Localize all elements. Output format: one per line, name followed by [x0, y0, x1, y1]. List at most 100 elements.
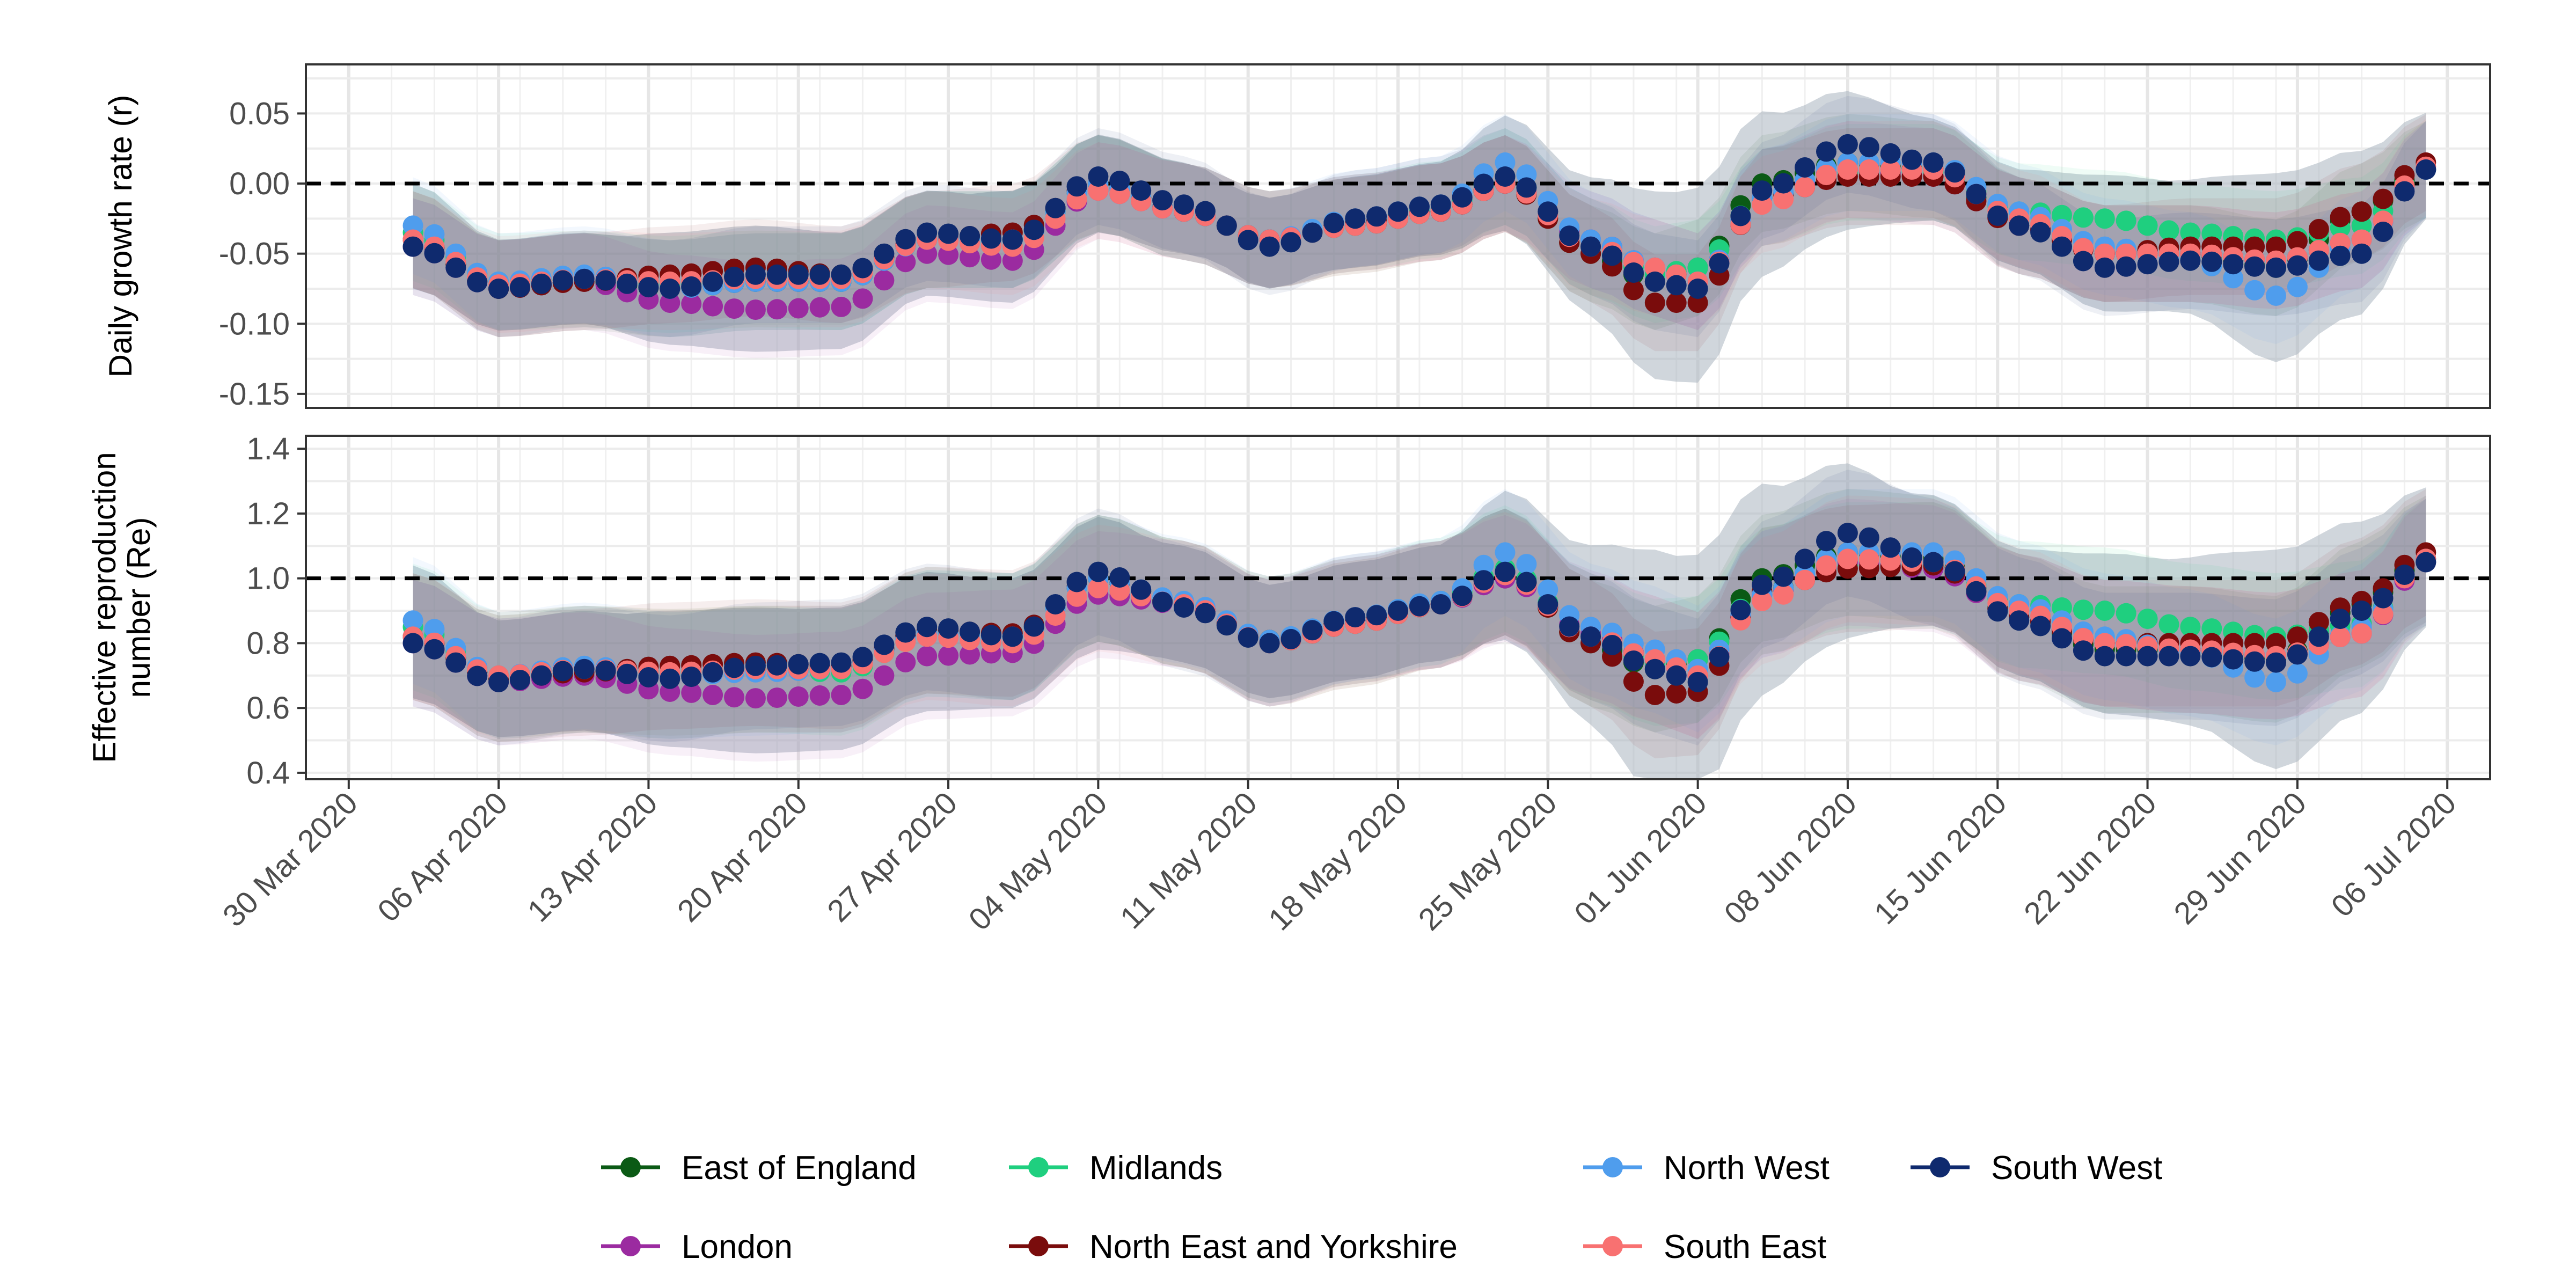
data-point: [1002, 229, 1023, 250]
data-point: [660, 279, 680, 299]
data-point: [595, 270, 616, 291]
data-point: [531, 273, 552, 294]
data-point: [980, 228, 1001, 249]
data-point: [531, 665, 552, 686]
data-point: [424, 639, 445, 660]
data-point: [552, 661, 573, 682]
data-point: [2308, 250, 2329, 271]
data-point: [402, 215, 423, 236]
legend-label: London: [682, 1228, 793, 1265]
data-point: [960, 644, 980, 665]
data-point: [2244, 651, 2265, 672]
legend-marker: [620, 1157, 641, 1177]
y-tick-label: -0.10: [219, 306, 290, 341]
data-point: [510, 277, 530, 298]
data-point: [2180, 646, 2201, 667]
data-point: [1023, 616, 1044, 637]
legend-marker: [1602, 1236, 1623, 1256]
data-point: [852, 678, 873, 699]
y-tick-label: 0.05: [229, 96, 290, 131]
series-band-north-east-and-yorkshire: [413, 114, 2426, 352]
data-point: [1816, 531, 1836, 552]
data-point: [2373, 222, 2394, 242]
data-point: [1666, 292, 1687, 313]
data-point: [1966, 184, 1987, 204]
series-south-west: [402, 523, 2436, 692]
legend-marker: [1602, 1157, 1623, 1177]
series-band-midlands: [413, 121, 2426, 333]
data-point: [917, 222, 938, 243]
data-point: [1944, 162, 1965, 183]
data-point: [1644, 292, 1665, 313]
data-point: [2158, 614, 2179, 635]
data-point: [1045, 197, 1066, 218]
data-point: [724, 266, 744, 287]
data-point: [1152, 591, 1173, 612]
data-point: [2373, 588, 2394, 609]
data-point: [445, 257, 466, 278]
data-point: [510, 670, 530, 691]
data-point: [2094, 243, 2115, 264]
data-point: [2351, 601, 2372, 621]
data-point: [2287, 255, 2308, 276]
data-point: [1238, 627, 1258, 648]
data-point: [1023, 219, 1044, 240]
data-point: [1837, 159, 1858, 180]
legend-item-midlands: Midlands: [1009, 1150, 1223, 1187]
data-point: [402, 610, 423, 631]
data-point: [895, 652, 916, 672]
data-point: [745, 264, 766, 285]
data-point: [745, 299, 766, 320]
data-point: [1559, 225, 1580, 246]
data-point: [1687, 279, 1708, 299]
data-point: [638, 277, 659, 298]
y-ticks-growth-rate: 0.05 0.00 -0.05 -0.10 -0.15: [219, 96, 306, 412]
data-point: [960, 247, 980, 268]
data-point: [1709, 646, 1730, 667]
y-tick-label: 0.00: [229, 166, 290, 201]
data-point: [1901, 547, 1922, 568]
data-point: [1730, 206, 1751, 226]
data-point: [1088, 166, 1109, 187]
y-tick-label: 1.4: [246, 431, 290, 466]
data-point: [1666, 683, 1687, 704]
data-point: [1495, 166, 1516, 187]
data-point: [1473, 173, 1494, 194]
y-ticks-reproduction-number: 1.4 1.2 1.0 0.8 0.6 0.4: [246, 431, 306, 791]
data-point: [1302, 222, 1323, 243]
data-point: [681, 276, 702, 297]
data-point: [788, 298, 809, 319]
data-point: [895, 229, 916, 250]
data-point: [2266, 286, 2286, 306]
data-point: [1088, 577, 1109, 598]
data-point: [2266, 236, 2286, 257]
data-point: [2073, 640, 2094, 661]
data-point: [1302, 620, 1323, 641]
data-point: [1944, 561, 1965, 582]
data-point: [1452, 187, 1473, 208]
data-point: [960, 226, 980, 246]
data-point: [938, 223, 959, 244]
data-point: [1752, 590, 1773, 611]
data-point: [2351, 215, 2372, 236]
data-point: [2073, 207, 2094, 228]
data-point: [1816, 141, 1836, 162]
series-band-north-east-and-yorkshire: [413, 489, 2426, 759]
series-band-london: [413, 499, 2426, 762]
data-point: [1644, 271, 1665, 292]
data-point: [1366, 605, 1387, 626]
data-point: [938, 244, 959, 265]
data-point: [2244, 256, 2265, 277]
data-point: [638, 667, 659, 687]
data-point: [617, 663, 638, 684]
legend-label: North East and Yorkshire: [1089, 1228, 1458, 1265]
data-point: [2330, 609, 2351, 630]
data-point: [1623, 280, 1644, 301]
data-point: [1795, 548, 1816, 569]
data-point: [2394, 181, 2415, 202]
y-tick-label: 0.4: [246, 756, 290, 791]
data-point: [574, 658, 595, 679]
data-point: [1752, 194, 1773, 215]
data-point: [831, 652, 852, 673]
data-point: [2351, 623, 2372, 644]
